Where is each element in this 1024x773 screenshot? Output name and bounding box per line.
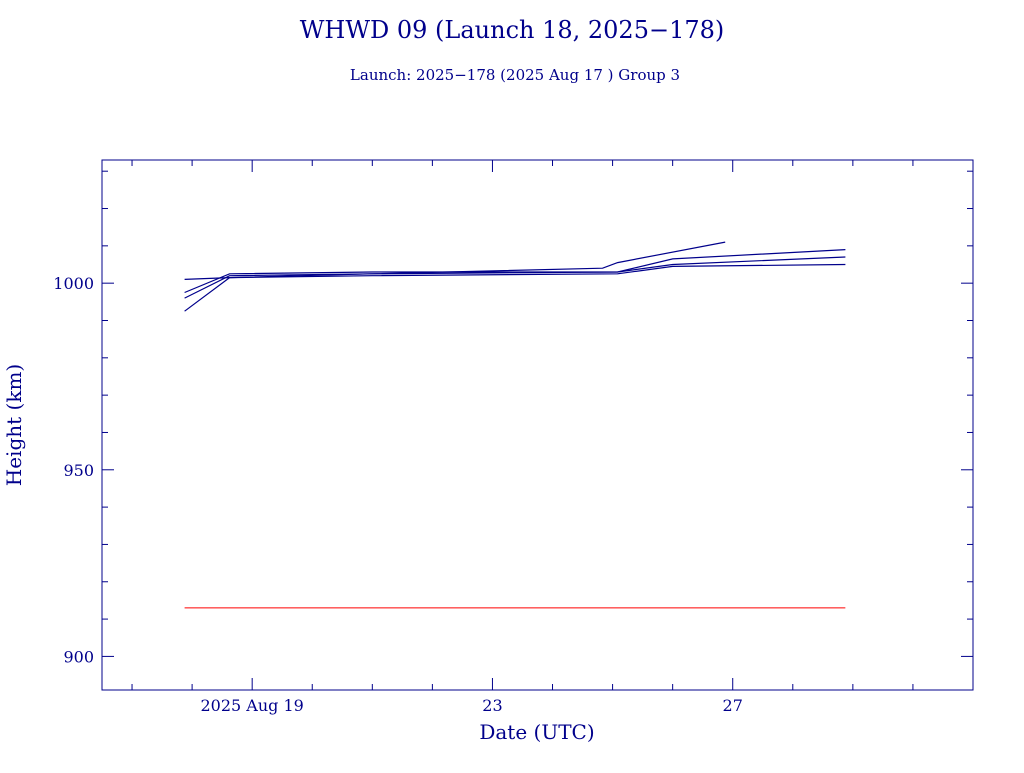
y-tick-label: 1000 bbox=[53, 274, 94, 293]
series-line bbox=[184, 241, 726, 280]
x-axis: 2025 Aug 19 23 27 bbox=[131, 160, 974, 715]
x-tick-label: 27 bbox=[723, 696, 743, 715]
y-tick-label: 950 bbox=[63, 461, 94, 480]
x-tick-label: 2025 Aug 19 bbox=[200, 696, 303, 715]
y-axis-label: Height (km) bbox=[2, 364, 26, 486]
x-axis-label: Date (UTC) bbox=[479, 720, 594, 744]
x-tick-label: 23 bbox=[482, 696, 502, 715]
y-tick-label: 900 bbox=[63, 647, 94, 666]
plot-frame bbox=[101, 159, 974, 691]
series-line bbox=[184, 263, 846, 312]
chart-subtitle: Launch: 2025−178 (2025 Aug 17 ) Group 3 bbox=[350, 66, 680, 84]
series-line bbox=[184, 256, 846, 299]
y-axis: 900 950 1000 bbox=[53, 170, 973, 666]
series-layer bbox=[184, 241, 846, 312]
series-line bbox=[184, 249, 846, 294]
chart-title: WHWD 09 (Launch 18, 2025−178) bbox=[300, 16, 725, 44]
